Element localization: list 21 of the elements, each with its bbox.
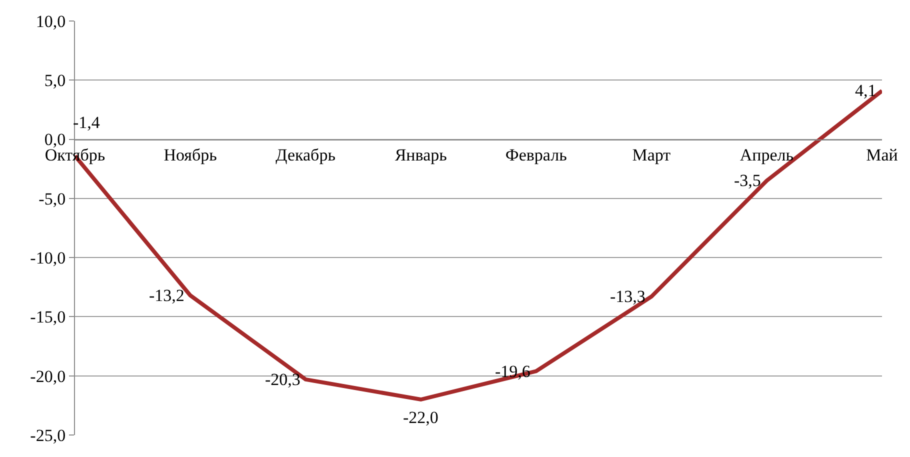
data-label: 4,1 bbox=[855, 81, 876, 100]
data-label: -20,3 bbox=[265, 370, 300, 389]
y-tick-label: 5,0 bbox=[44, 71, 66, 90]
x-tick-label: Март bbox=[632, 146, 672, 165]
x-tick-label: Февраль bbox=[505, 146, 568, 165]
data-label: -13,3 bbox=[610, 287, 646, 306]
y-tick-label: 10,0 bbox=[36, 12, 66, 31]
data-label: -1,4 bbox=[73, 113, 100, 132]
x-tick-label: Май bbox=[866, 146, 898, 165]
data-label: -22,0 bbox=[403, 408, 438, 427]
data-label: -3,5 bbox=[734, 171, 761, 190]
x-tick-label: Декабрь bbox=[276, 146, 336, 165]
y-tick-label: -15,0 bbox=[30, 308, 66, 327]
data-label: -13,2 bbox=[149, 286, 184, 305]
y-tick-label: -25,0 bbox=[30, 426, 66, 445]
x-tick-label: Апрель bbox=[740, 146, 794, 165]
y-tick-label: -20,0 bbox=[30, 366, 66, 386]
y-tick-label: -5,0 bbox=[38, 189, 66, 208]
y-tick-label: -10,0 bbox=[30, 248, 66, 268]
x-tick-label: Ноябрь bbox=[164, 146, 218, 165]
x-tick-label: Январь bbox=[394, 146, 448, 165]
